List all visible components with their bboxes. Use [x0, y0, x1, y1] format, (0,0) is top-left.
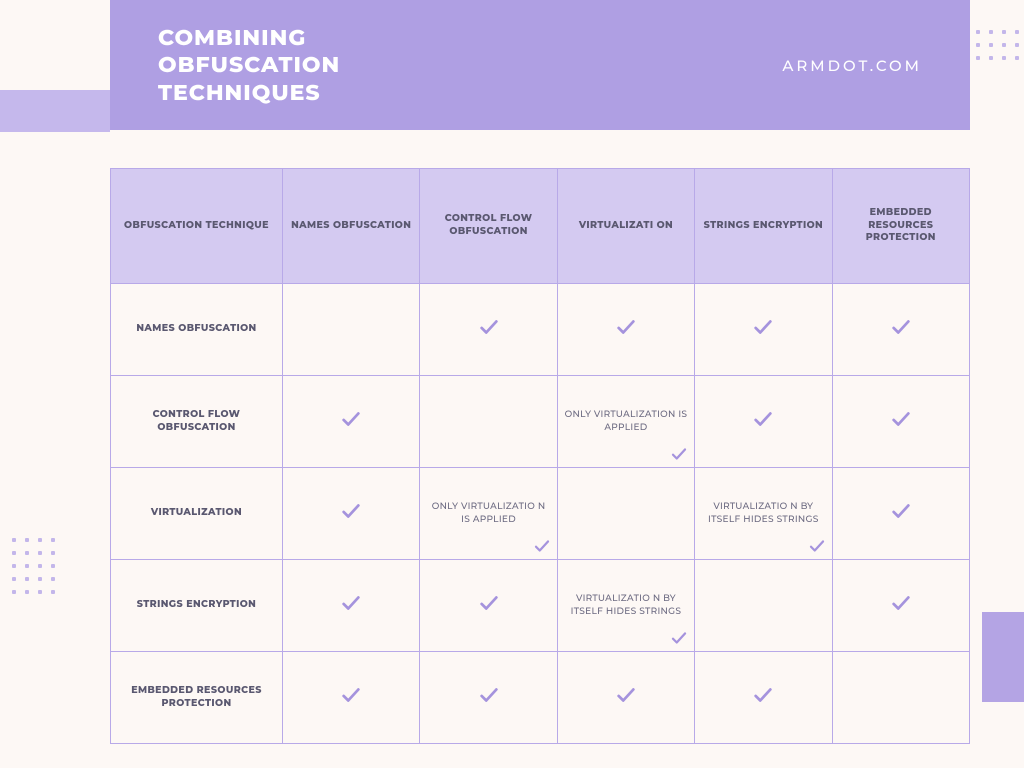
- check-icon: [752, 408, 774, 430]
- site-label: ARMDOT.COM: [782, 56, 922, 75]
- table-cell: [695, 652, 832, 744]
- check-icon: [615, 684, 637, 706]
- check-icon: [890, 316, 912, 338]
- col-header: STRINGS ENCRYPTION: [695, 169, 832, 284]
- table-cell: [283, 468, 420, 560]
- col-header: VIRTUALIZATI ON: [557, 169, 694, 284]
- table-row: VIRTUALIZATION ONLY VIRTUALIZATIO N IS AP…: [111, 468, 970, 560]
- row-header: VIRTUALIZATION: [111, 468, 283, 560]
- title-line: OBFUSCATION: [158, 51, 340, 78]
- row-header: NAMES OBFUSCATION: [111, 284, 283, 376]
- table-body: NAMES OBFUSCATIONCONTROL FLOW OBFUSCATIO…: [111, 284, 970, 744]
- cell-note: ONLY VIRTUALIZATIO N IS APPLIED: [426, 501, 550, 525]
- row-header: EMBEDDED RESOURCES PROTECTION: [111, 652, 283, 744]
- col-header: CONTROL FLOW OBFUSCATION: [420, 169, 557, 284]
- check-icon: [340, 408, 362, 430]
- check-icon: [752, 316, 774, 338]
- table-cell: [420, 284, 557, 376]
- check-icon: [670, 629, 688, 647]
- check-icon: [478, 684, 500, 706]
- dot-grid-bottom-left: [12, 538, 56, 595]
- table-cell: [557, 652, 694, 744]
- page-title: COMBINING OBFUSCATION TECHNIQUES: [158, 24, 340, 107]
- table-row: STRINGS ENCRYPTION VIRTUALIZATIO N BY ITS…: [111, 560, 970, 652]
- table-cell: VIRTUALIZATIO N BY ITSELF HIDES STRINGS: [557, 560, 694, 652]
- check-icon: [533, 537, 551, 555]
- row-header: CONTROL FLOW OBFUSCATION: [111, 376, 283, 468]
- comparison-table: OBFUSCATION TECHNIQUE NAMES OBFUSCATION …: [110, 168, 970, 744]
- title-line: TECHNIQUES: [158, 79, 321, 106]
- accent-block-right: [982, 612, 1024, 702]
- check-icon: [752, 684, 774, 706]
- table-cell: ONLY VIRTUALIZATION IS APPLIED: [557, 376, 694, 468]
- row-header: STRINGS ENCRYPTION: [111, 560, 283, 652]
- table-cell: [832, 652, 969, 744]
- table-cell: [557, 284, 694, 376]
- title-line: COMBINING: [158, 24, 306, 51]
- check-icon: [340, 684, 362, 706]
- table-cell: [420, 560, 557, 652]
- table-cell: [283, 560, 420, 652]
- table-cell: [695, 560, 832, 652]
- table-row: EMBEDDED RESOURCES PROTECTION: [111, 652, 970, 744]
- check-icon: [808, 537, 826, 555]
- table-cell: [695, 376, 832, 468]
- table-cell: [420, 652, 557, 744]
- check-icon: [478, 316, 500, 338]
- table-cell: [283, 284, 420, 376]
- col-header: NAMES OBFUSCATION: [283, 169, 420, 284]
- table-header-row: OBFUSCATION TECHNIQUE NAMES OBFUSCATION …: [111, 169, 970, 284]
- check-icon: [615, 316, 637, 338]
- check-icon: [478, 592, 500, 614]
- check-icon: [340, 500, 362, 522]
- table-cell: [695, 284, 832, 376]
- check-icon: [340, 592, 362, 614]
- cell-note: ONLY VIRTUALIZATION IS APPLIED: [564, 409, 688, 433]
- header-banner: COMBINING OBFUSCATION TECHNIQUES ARMDOT.…: [110, 0, 970, 130]
- table-cell: [832, 468, 969, 560]
- table-row: CONTROL FLOW OBFUSCATION ONLY VIRTUALIZAT…: [111, 376, 970, 468]
- table-cell: [283, 652, 420, 744]
- table-row: NAMES OBFUSCATION: [111, 284, 970, 376]
- cell-note: VIRTUALIZATIO N BY ITSELF HIDES STRINGS: [564, 593, 688, 617]
- table-cell: [832, 284, 969, 376]
- col-header: EMBEDDED RESOURCES PROTECTION: [832, 169, 969, 284]
- table-cell: ONLY VIRTUALIZATIO N IS APPLIED: [420, 468, 557, 560]
- cell-note: VIRTUALIZATIO N BY ITSELF HIDES STRINGS: [701, 501, 825, 525]
- check-icon: [670, 445, 688, 463]
- table-cell: [832, 560, 969, 652]
- table-cell: [557, 468, 694, 560]
- col-header: OBFUSCATION TECHNIQUE: [111, 169, 283, 284]
- check-icon: [890, 500, 912, 522]
- table-cell: VIRTUALIZATIO N BY ITSELF HIDES STRINGS: [695, 468, 832, 560]
- table-cell: [283, 376, 420, 468]
- check-icon: [890, 592, 912, 614]
- table-cell: [832, 376, 969, 468]
- check-icon: [890, 408, 912, 430]
- accent-block-left: [0, 90, 110, 132]
- table-cell: [420, 376, 557, 468]
